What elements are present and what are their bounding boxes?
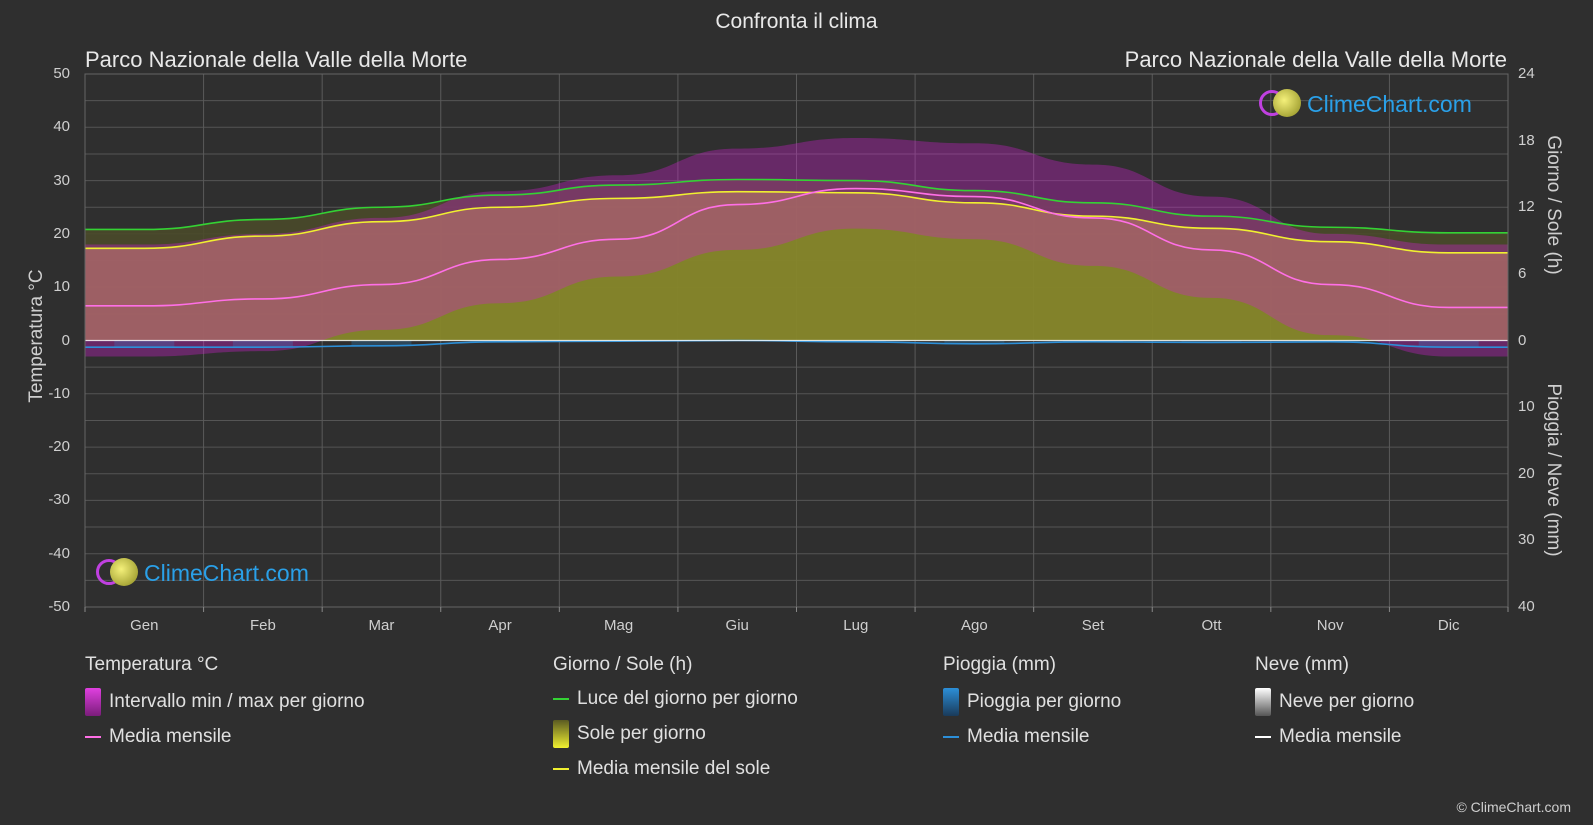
- legend-heading: Neve (mm): [1255, 654, 1349, 675]
- sun-swatch: [553, 720, 569, 748]
- legend-rain: Pioggia (mm) Pioggia per giorno Media me…: [943, 654, 1121, 748]
- sun-mean-line: [85, 190, 1508, 254]
- legend-item-snow-per-day: Neve per giorno: [1255, 688, 1414, 716]
- temp-mean-swatch: [85, 736, 101, 738]
- left-tick-label: -30: [48, 491, 70, 509]
- legend-heading: Pioggia (mm): [943, 654, 1056, 675]
- month-label: Mar: [368, 617, 395, 634]
- month-label: Ott: [1201, 617, 1222, 634]
- left-tick-label: 10: [53, 278, 70, 296]
- right-axis-title-sun: Giorno / Sole (h): [1543, 135, 1564, 275]
- right-tick-label-mm: 20: [1518, 464, 1535, 482]
- month-label: Ago: [961, 617, 988, 634]
- right-tick-label-mm: 40: [1518, 598, 1535, 615]
- brand-logo-bottom[interactable]: ClimeChart.com: [96, 557, 309, 589]
- rain-bar: [944, 340, 1005, 344]
- legend-item-temp-mean: Media mensile: [85, 726, 365, 748]
- rain-mean-line: [85, 339, 1508, 348]
- temp-mean-line: [85, 187, 1508, 309]
- left-axis-title: Temperatura °C: [26, 269, 47, 403]
- climechart-logo-icon: [96, 557, 138, 589]
- left-tick-label: 40: [53, 118, 70, 136]
- daylight-swatch: [553, 698, 569, 700]
- legend-item-snow-mean: Media mensile: [1255, 726, 1414, 748]
- legend-item-sun-per-day: Sole per giorno: [553, 720, 798, 748]
- right-tick-label-hours: 6: [1518, 264, 1527, 282]
- right-tick-label-hours: 18: [1518, 131, 1535, 149]
- rain-bar: [1181, 340, 1242, 343]
- rain-bar: [114, 340, 175, 348]
- brand-name: ClimeChart.com: [1307, 90, 1472, 117]
- snow-mean-swatch: [1255, 736, 1271, 738]
- legend-item-sun-mean: Media mensile del sole: [553, 758, 798, 780]
- left-tick-label: -10: [48, 384, 70, 402]
- left-tick-label: 50: [53, 65, 70, 82]
- brand-logo-top[interactable]: ClimeChart.com: [1259, 88, 1472, 120]
- right-tick-label-hours: 0: [1518, 331, 1527, 349]
- chart-title: Confronta il clima: [715, 10, 878, 33]
- legend-item-rain-per-day: Pioggia per giorno: [943, 688, 1121, 716]
- month-label: Gen: [130, 617, 159, 634]
- rain-mean-swatch: [943, 736, 959, 738]
- left-tick-label: -40: [48, 544, 70, 562]
- month-label: Feb: [249, 617, 276, 634]
- right-tick-label-mm: 10: [1518, 398, 1535, 416]
- legend-item-rain-mean: Media mensile: [943, 726, 1121, 748]
- month-label: Nov: [1316, 617, 1344, 634]
- month-label: Lug: [843, 617, 869, 634]
- left-tick-label: -50: [48, 598, 70, 615]
- legend-item-temp-range: Intervallo min / max per giorno: [85, 688, 365, 716]
- snow-swatch: [1255, 688, 1271, 716]
- legend-sun: Giorno / Sole (h) Luce del giorno per gi…: [553, 654, 798, 780]
- left-tick-label: -20: [48, 438, 70, 456]
- rain-bar: [1418, 340, 1479, 348]
- right-axis-title-rain: Pioggia / Neve (mm): [1543, 383, 1564, 557]
- legend-item-daylight: Luce del giorno per giorno: [553, 688, 798, 710]
- left-tick-label: 30: [53, 171, 70, 189]
- location-right: Parco Nazionale della Valle della Morte: [1124, 47, 1507, 72]
- month-label: Apr: [488, 617, 512, 634]
- temp-range-swatch: [85, 688, 101, 716]
- climechart-logo-icon: [1259, 88, 1301, 120]
- legend-heading: Temperatura °C: [85, 654, 219, 675]
- month-label: Dic: [1437, 617, 1460, 634]
- rain-bar: [232, 340, 293, 348]
- right-tick-label-hours: 12: [1518, 198, 1535, 216]
- brand-name: ClimeChart.com: [144, 559, 309, 586]
- legend-heading: Giorno / Sole (h): [553, 654, 693, 675]
- location-left: Parco Nazionale della Valle della Morte: [85, 47, 468, 72]
- left-tick-label: 20: [53, 224, 70, 242]
- copyright: © ClimeChart.com: [1456, 799, 1571, 815]
- month-label: Set: [1081, 617, 1105, 634]
- legend-temperature: Temperatura °C Intervallo min / max per …: [85, 654, 365, 748]
- right-tick-label-hours: 24: [1518, 65, 1535, 82]
- left-tick-label: 0: [61, 331, 70, 349]
- sun-area: [85, 191, 1508, 341]
- month-label: Giu: [725, 617, 749, 634]
- legend-snow: Neve (mm) Neve per giorno Media mensile: [1255, 654, 1414, 748]
- right-tick-label-mm: 30: [1518, 531, 1535, 549]
- rain-bar: [351, 340, 412, 346]
- month-label: Mag: [604, 617, 634, 634]
- rain-swatch: [943, 688, 959, 716]
- temp-range-band: [85, 137, 1508, 357]
- sun-mean-swatch: [553, 768, 569, 770]
- daylight-line: [85, 178, 1508, 234]
